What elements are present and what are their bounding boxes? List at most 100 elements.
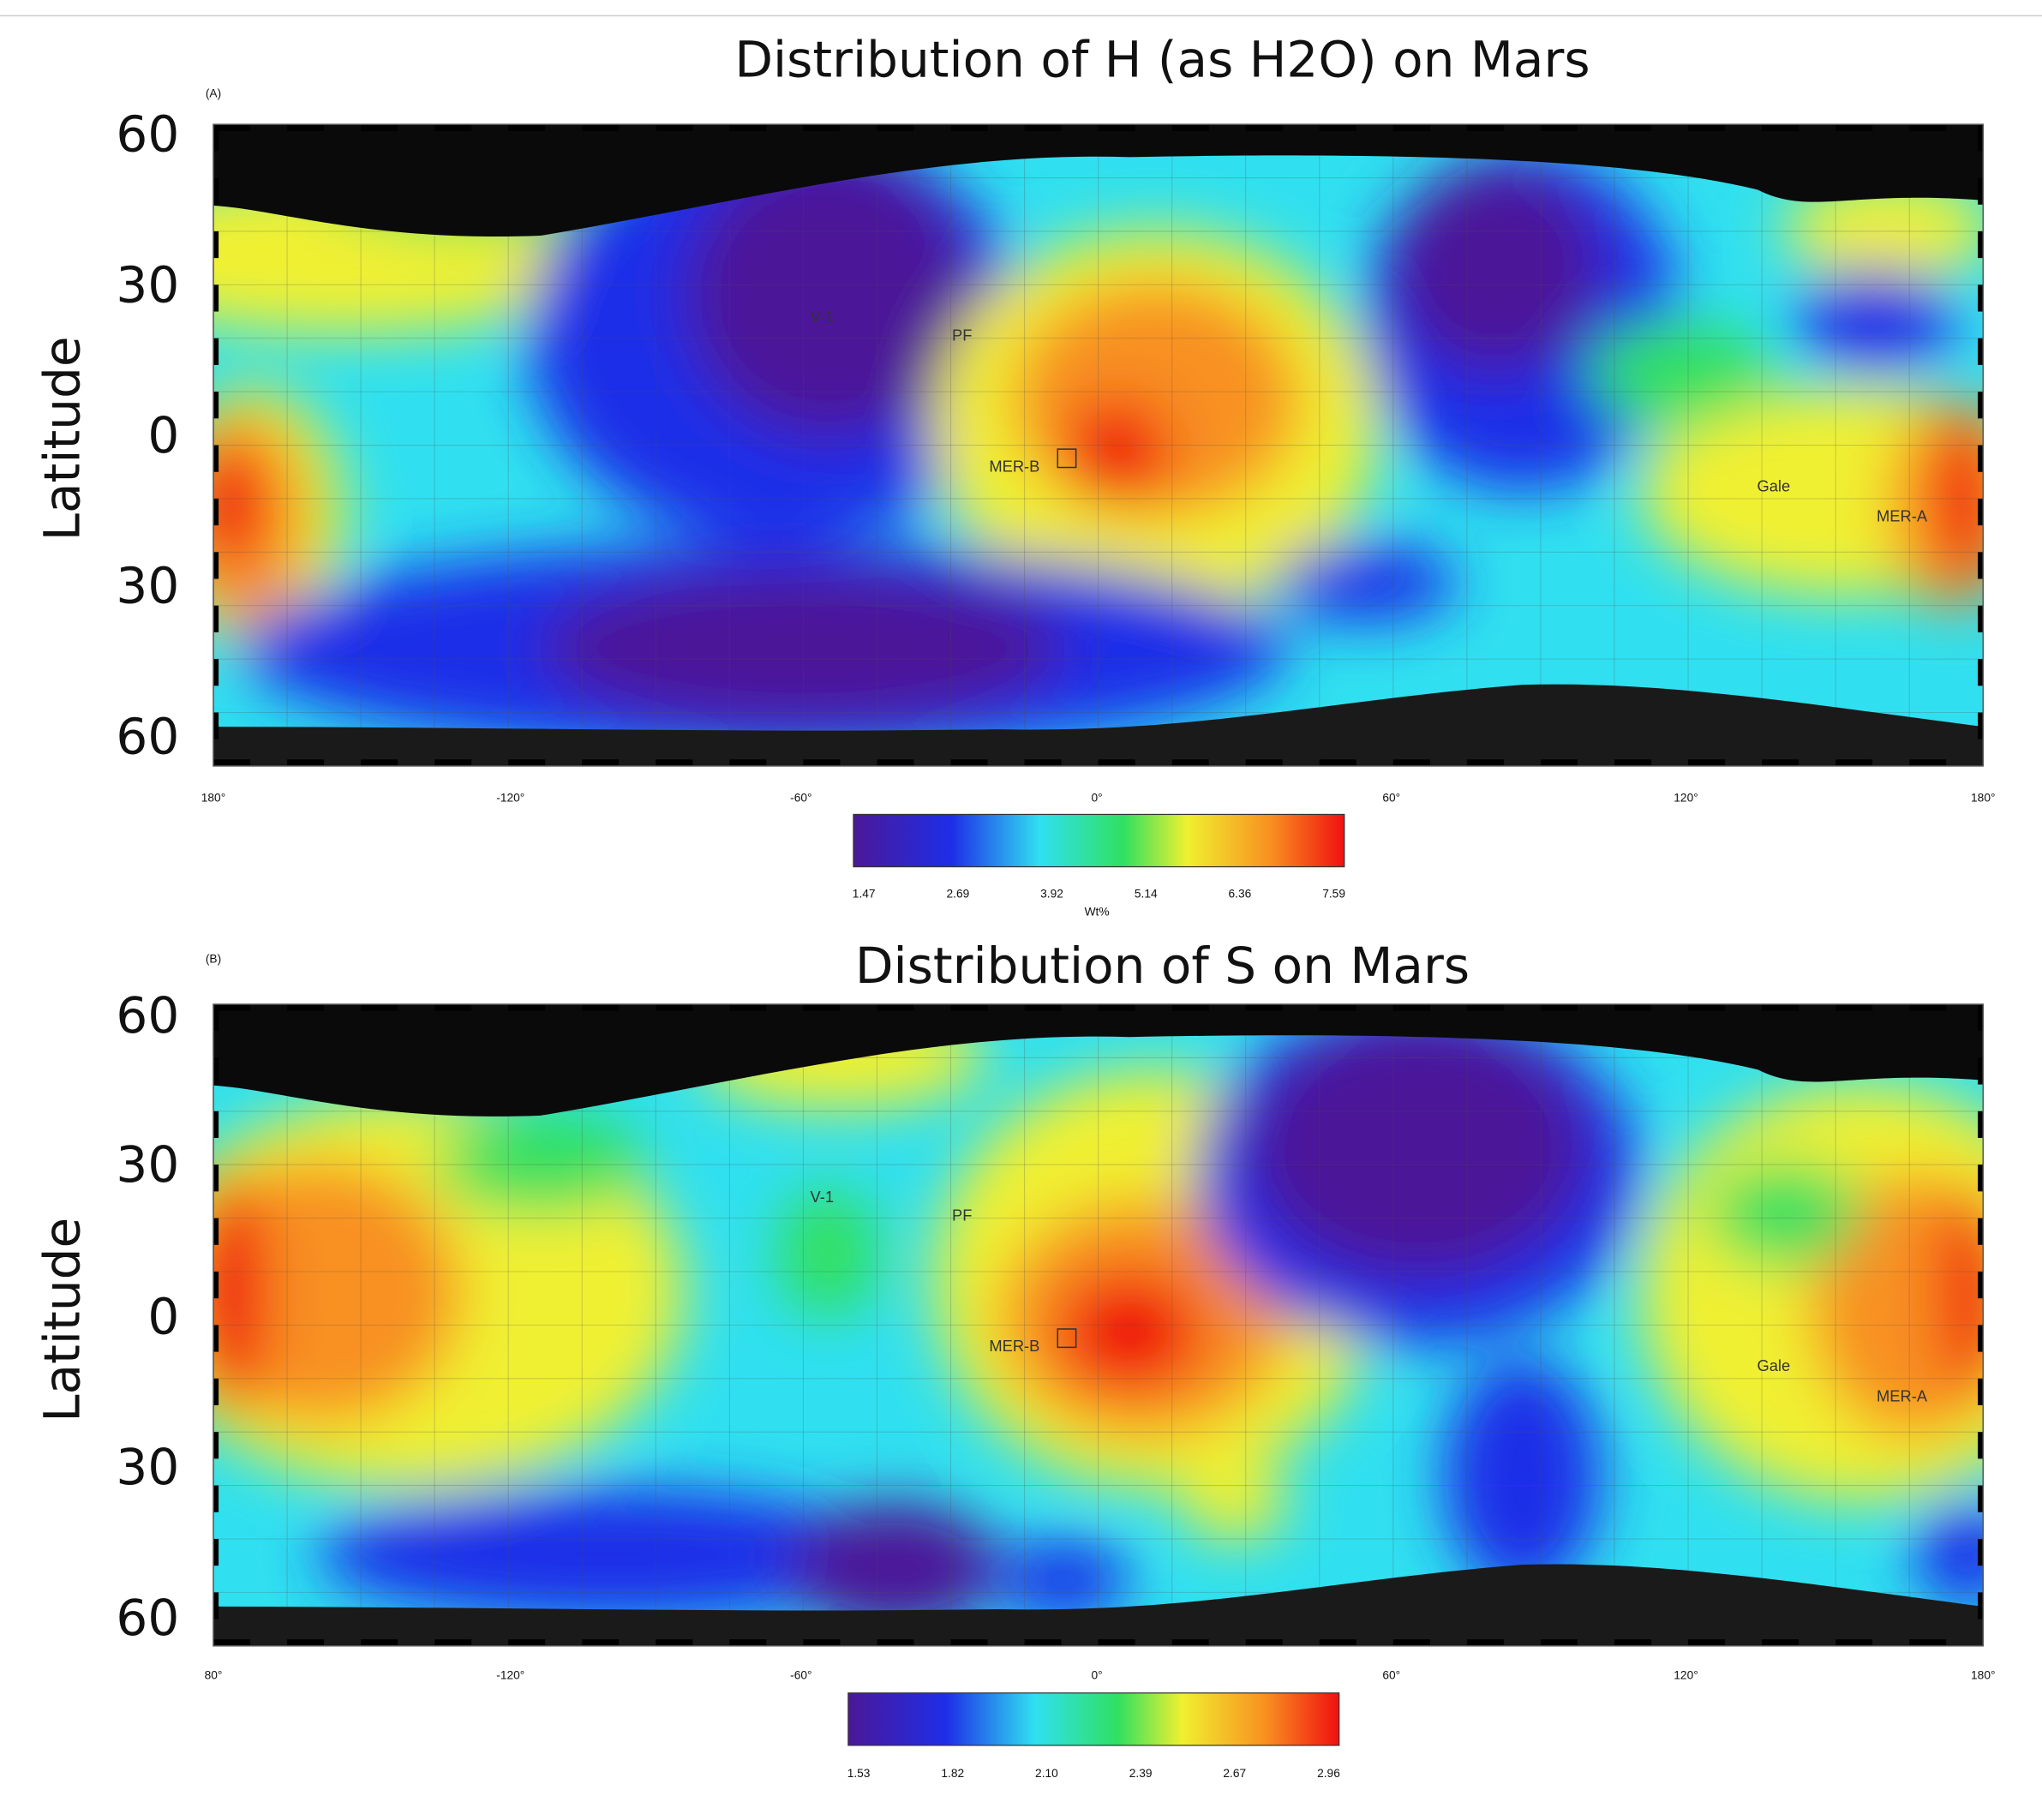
x-tick-label: 0° xyxy=(1092,1669,1103,1682)
panel-label: (A) xyxy=(206,87,221,100)
frame-dash xyxy=(656,1639,693,1646)
heat-blob xyxy=(998,1541,1130,1620)
frame-dash xyxy=(877,124,914,131)
frame-dash xyxy=(1909,759,1947,766)
frame-dash xyxy=(1245,1004,1283,1011)
frame-dash xyxy=(361,1639,398,1646)
x-tick-label: -120° xyxy=(496,1669,524,1682)
frame-dash xyxy=(803,1004,841,1011)
frame-dash xyxy=(213,552,219,579)
frame-dash xyxy=(1245,124,1283,131)
map-frame xyxy=(213,123,1985,767)
north-polar-region xyxy=(213,1004,1984,1117)
frame-dash xyxy=(877,1004,914,1011)
frame-dash xyxy=(213,1639,251,1646)
site-label: MER-B xyxy=(989,1337,1039,1355)
x-tick-label: -120° xyxy=(496,792,524,805)
frame-dash xyxy=(1762,1639,1799,1646)
north-polar-region xyxy=(213,124,1984,237)
x-tick-label: 120° xyxy=(1674,792,1698,805)
frame-dash xyxy=(1319,1004,1356,1011)
frame-dash xyxy=(1319,1639,1356,1646)
frame-dash xyxy=(950,1639,988,1646)
frame-dash xyxy=(729,124,767,131)
heat-blob xyxy=(213,445,266,564)
frame-dash xyxy=(361,124,398,131)
frame-dash xyxy=(1762,759,1799,766)
frame-dash xyxy=(1688,124,1726,131)
colorbar-tick-label: 2.69 xyxy=(946,887,969,900)
heat-blob xyxy=(318,1488,895,1620)
colorbar-tick-label: 1.53 xyxy=(847,1767,871,1780)
frame-dash xyxy=(582,1004,620,1011)
heat-blob xyxy=(1057,1272,1202,1391)
frame-dash xyxy=(1978,1057,1984,1085)
heat xyxy=(213,1004,1984,1633)
y-tick-label: 60 xyxy=(116,986,179,1045)
colorbar xyxy=(847,1692,1340,1746)
frame-dash xyxy=(1540,124,1578,131)
y-axis-label: Latitude xyxy=(33,336,91,541)
y-tick-label: 0 xyxy=(147,406,179,464)
heat-blob xyxy=(1247,1017,1588,1279)
frame-dash xyxy=(1978,605,1984,632)
frame-dash xyxy=(1978,284,1984,312)
x-tick-label: 120° xyxy=(1674,1669,1698,1682)
frame-dash xyxy=(213,124,251,131)
frame-dash xyxy=(213,445,219,472)
frame-dash xyxy=(1762,124,1799,131)
frame-dash xyxy=(1978,1432,1984,1459)
frame-dash xyxy=(434,759,472,766)
site-label: MER-B xyxy=(989,457,1039,475)
y-tick-label: 30 xyxy=(116,1135,179,1194)
frame-dash xyxy=(213,1004,251,1011)
map xyxy=(213,124,1984,766)
frame-dash xyxy=(1762,1004,1799,1011)
map-panel: (A) Distribution of H (as H2O) on Mars Lat… xyxy=(33,30,1995,919)
colorbar-tick-label: 2.67 xyxy=(1223,1767,1246,1780)
heat-blob xyxy=(684,150,973,439)
colorbar-unit: Wt% xyxy=(1085,906,1110,919)
frame-dash xyxy=(1466,1639,1504,1646)
y-tick-label: 60 xyxy=(116,707,179,765)
y-tick-label: 0 xyxy=(147,1287,179,1345)
frame-dash xyxy=(1978,712,1984,739)
frame-dash xyxy=(213,177,219,205)
frame-dash xyxy=(213,230,219,259)
frame-dash xyxy=(1978,659,1984,686)
frame-dash xyxy=(287,124,325,131)
site-label: MER-A xyxy=(1877,506,1928,524)
frame-dash xyxy=(1024,124,1062,131)
frame-dash xyxy=(582,1639,620,1646)
frame-dash xyxy=(361,1004,398,1011)
frame-dash xyxy=(1024,1639,1062,1646)
frame-dash xyxy=(213,1538,219,1566)
colorbar-tick-label: 7.59 xyxy=(1322,887,1345,900)
frame-dash xyxy=(1392,1639,1430,1646)
frame-dash xyxy=(656,1004,693,1011)
frame-dash xyxy=(213,1057,219,1085)
colorbar-tick-label: 1.47 xyxy=(853,887,876,900)
frame-dash xyxy=(213,1432,219,1459)
x-tick-label: 60° xyxy=(1382,792,1400,805)
frame-dash xyxy=(950,759,988,766)
site-marker xyxy=(1057,1328,1077,1349)
frame-dash xyxy=(1909,124,1947,131)
frame-dash xyxy=(1319,759,1356,766)
map-frame xyxy=(213,1003,1985,1647)
colorbar-tick-label: 2.96 xyxy=(1317,1767,1340,1780)
frame-dash xyxy=(1978,1004,1984,1032)
frame-dash xyxy=(508,124,546,131)
heat-blob xyxy=(789,1501,999,1633)
frame-dash xyxy=(1978,1218,1984,1245)
frame-dash xyxy=(1978,552,1984,579)
frame-dash xyxy=(729,1639,767,1646)
x-tick-label: -60° xyxy=(790,1669,811,1682)
frame-dash xyxy=(1978,1164,1984,1192)
frame-dash xyxy=(1319,124,1356,131)
colorbar-tick-label: 3.92 xyxy=(1040,887,1063,900)
frame-dash xyxy=(213,712,219,739)
frame-dash xyxy=(1978,1111,1984,1139)
x-tick-label: 180° xyxy=(201,792,225,805)
